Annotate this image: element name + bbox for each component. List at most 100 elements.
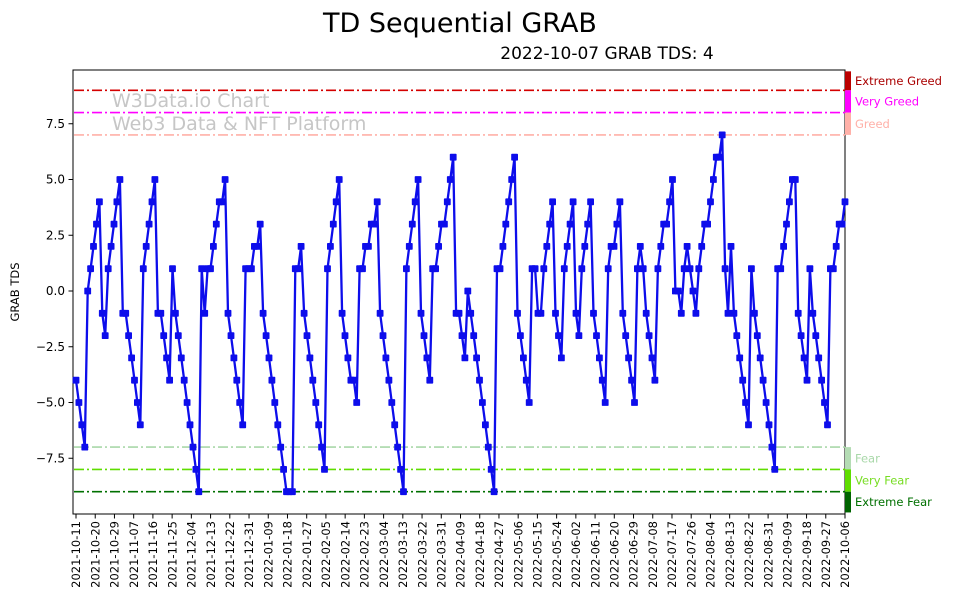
x-tick-label: 2022-04-18 <box>473 521 487 588</box>
tds-marker <box>78 421 86 429</box>
tds-marker <box>151 176 159 183</box>
x-tick-label: 2022-07-17 <box>665 521 679 588</box>
tds-marker <box>777 265 785 273</box>
tds-marker <box>756 354 764 362</box>
tds-marker <box>110 220 118 228</box>
tds-marker <box>771 466 779 473</box>
tds-marker <box>113 198 121 206</box>
tds-marker <box>423 354 431 362</box>
tds-marker <box>379 332 387 339</box>
tds-marker <box>829 265 837 273</box>
y-tick-label: 2.5 <box>46 228 65 242</box>
tds-marker <box>666 198 673 206</box>
x-tick-label: 2022-08-13 <box>723 521 737 588</box>
tds-marker <box>169 265 176 273</box>
tds-marker <box>306 354 314 362</box>
tds-marker <box>218 198 226 206</box>
tds-marker <box>166 376 173 384</box>
tds-marker <box>514 309 521 317</box>
tds-marker <box>101 332 109 339</box>
tds-marker <box>432 265 439 273</box>
tds-marker <box>563 243 571 250</box>
y-tick-label: 5.0 <box>46 173 65 187</box>
tds-marker <box>748 265 755 273</box>
tds-marker <box>476 376 483 384</box>
x-tick-label: 2022-01-09 <box>261 521 275 588</box>
x-tick-label: 2022-08-22 <box>742 521 756 588</box>
tds-marker <box>265 354 273 362</box>
tds-marker <box>838 220 846 228</box>
tds-marker <box>560 265 568 273</box>
tds-marker <box>522 376 530 384</box>
x-tick-label: 2022-09-09 <box>781 521 795 588</box>
tds-marker <box>739 376 747 384</box>
x-tick-label: 2022-04-09 <box>454 521 468 588</box>
tds-marker <box>400 488 407 496</box>
tds-marker <box>496 265 504 273</box>
tds-marker <box>645 332 653 339</box>
tds-marker <box>426 376 434 384</box>
threshold-bar-extreme-fear <box>845 491 851 513</box>
tds-marker <box>212 220 220 228</box>
tds-marker <box>581 243 589 250</box>
x-tick-label: 2022-04-27 <box>492 521 506 588</box>
tds-marker <box>762 399 770 406</box>
x-tick-label: 2022-06-11 <box>588 521 602 588</box>
threshold-bar-very-greed <box>845 90 851 113</box>
tds-marker <box>654 265 662 273</box>
threshold-bar-extreme-greed <box>845 71 851 91</box>
tds-marker <box>174 332 182 339</box>
tds-marker <box>710 176 717 183</box>
threshold-label-extreme-greed: Extreme Greed <box>855 74 942 88</box>
tds-marker <box>558 354 565 362</box>
tds-marker <box>449 153 457 161</box>
tds-marker <box>403 265 410 273</box>
tds-marker <box>461 354 469 362</box>
tds-marker <box>145 220 153 228</box>
tds-marker <box>669 176 676 183</box>
tds-marker <box>800 354 808 362</box>
tds-marker <box>160 332 168 339</box>
tds-marker <box>221 176 229 183</box>
tds-marker <box>84 287 92 295</box>
tds-marker <box>552 309 559 317</box>
tds-marker <box>604 265 612 273</box>
x-tick-label: 2021-12-04 <box>185 521 199 588</box>
tds-marker <box>93 220 100 228</box>
threshold-bar-greed <box>845 112 851 135</box>
tds-marker <box>780 243 787 250</box>
tds-marker <box>473 354 480 362</box>
x-tick-label: 2021-12-31 <box>242 521 256 588</box>
x-tick-label: 2022-02-14 <box>338 521 352 588</box>
tds-marker <box>271 399 279 406</box>
tds-marker <box>294 265 302 273</box>
threshold-label-fear: Fear <box>855 451 880 465</box>
tds-marker <box>768 443 776 451</box>
tds-marker <box>824 421 831 429</box>
tds-marker <box>745 421 752 429</box>
tds-marker <box>786 198 793 206</box>
tds-marker <box>575 332 583 339</box>
tds-marker <box>698 243 706 250</box>
tds-marker <box>388 399 396 406</box>
tds-marker <box>411 198 419 206</box>
x-tick-label: 2022-08-04 <box>704 521 718 588</box>
x-tick-label: 2021-10-29 <box>108 521 122 588</box>
tds-marker <box>674 287 682 295</box>
tds-marker <box>531 265 539 273</box>
tds-marker <box>338 309 346 317</box>
x-tick-label: 2022-05-24 <box>550 521 564 588</box>
tds-marker <box>277 443 285 451</box>
tds-marker <box>148 198 156 206</box>
tds-marker <box>359 265 366 273</box>
tds-marker <box>692 309 700 317</box>
x-tick-label: 2022-09-18 <box>800 521 814 588</box>
tds-marker <box>631 399 638 406</box>
tds-marker <box>297 243 305 250</box>
tds-marker <box>376 309 384 317</box>
tds-marker <box>794 309 802 317</box>
axes-frame <box>72 69 846 515</box>
tds-marker <box>727 243 735 250</box>
tds-marker <box>642 309 650 317</box>
